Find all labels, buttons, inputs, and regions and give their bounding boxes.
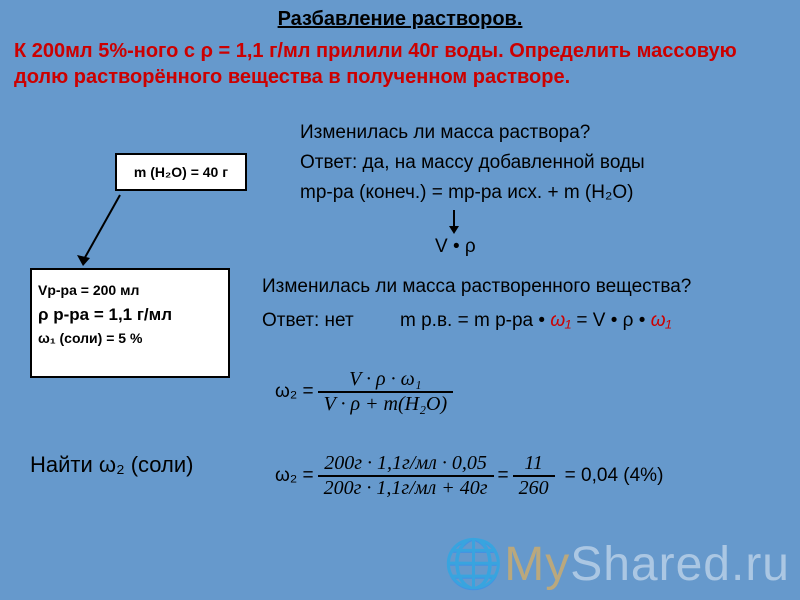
- watermark-globe-icon: 🌐: [443, 538, 504, 591]
- fraction-symbolic: V · ρ · ω₁ V · ρ + m(H₂O): [318, 368, 454, 416]
- answer-1: Ответ: да, на массу добавленной воды: [300, 152, 645, 174]
- formula-omega2-numeric: ω₂ = 200г · 1,1г/мл · 0,05 200г · 1,1г/м…: [275, 452, 663, 500]
- find-label: Найти ω₂ (соли): [30, 452, 194, 478]
- fraction-substituted: 200г · 1,1г/мл · 0,05 200г · 1,1г/мл + 4…: [318, 452, 494, 500]
- problem-statement: К 200мл 5%-ного с ρ = 1,1 г/мл прилили 4…: [14, 38, 784, 90]
- formula-solute-mass: m р.в. = m р-ра • ω₁ = V • ρ • ω₁: [400, 310, 671, 332]
- given-volume: Vр-ра = 200 мл: [38, 280, 222, 302]
- box-water-mass: m (H₂O) = 40 г: [115, 153, 247, 191]
- result-value: = 0,04 (4%): [565, 465, 664, 487]
- answer-2: Ответ: нет: [262, 310, 354, 332]
- question-2: Изменилась ли масса растворенного вещест…: [262, 276, 691, 298]
- formula-v-rho: V • ρ: [435, 236, 476, 258]
- formula-omega2-symbolic: ω₂ = V · ρ · ω₁ V · ρ + m(H₂O): [275, 368, 457, 416]
- arrow-down-icon: [453, 210, 455, 232]
- fraction-simplified: 11 260: [513, 452, 555, 500]
- box-given-data: Vр-ра = 200 мл ρ р-ра = 1,1 г/мл ω₁ (сол…: [30, 268, 230, 378]
- arrow-icon: [75, 193, 125, 268]
- question-1: Изменилась ли масса раствора?: [300, 122, 590, 144]
- page-title: Разбавление растворов.: [0, 8, 800, 31]
- given-omega: ω₁ (соли) = 5 %: [38, 328, 222, 350]
- formula-mass-final: mр-ра (конеч.) = mр-ра исх. + m (H₂O): [300, 182, 633, 204]
- given-density: ρ р-ра = 1,1 г/мл: [38, 302, 222, 328]
- watermark: 🌐MyShared.ru: [443, 535, 790, 592]
